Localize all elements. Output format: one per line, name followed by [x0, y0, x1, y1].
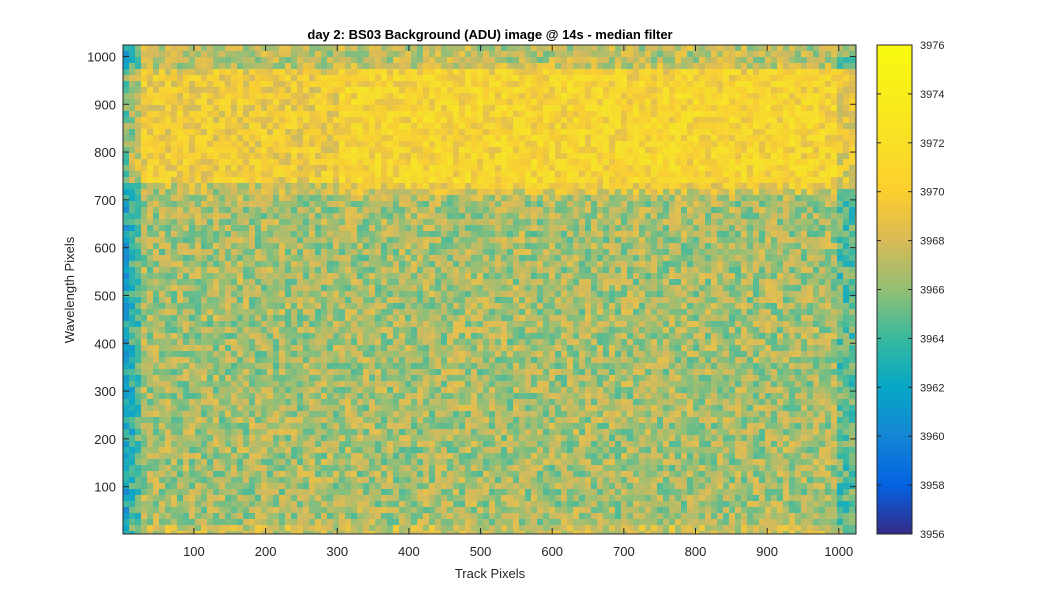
colorbar-tick-label: 3958: [920, 480, 944, 492]
x-tick-label: 900: [756, 544, 778, 559]
x-tick-label: 100: [183, 544, 205, 559]
x-axis: 100 200 300 400 500 600 700 800 900 1000: [183, 45, 853, 559]
x-tick-label: 200: [255, 544, 277, 559]
y-axis-label: Wavelength Pixels: [62, 236, 77, 343]
x-tick-label: 600: [541, 544, 563, 559]
colorbar-tick-label: 3964: [920, 333, 944, 345]
colorbar-tick-label: 3968: [920, 236, 944, 248]
x-axis-label: Track Pixels: [455, 566, 526, 581]
y-tick-label: 900: [94, 97, 116, 112]
y-tick-label: 500: [94, 288, 116, 303]
x-tick-label: 700: [613, 544, 635, 559]
y-tick-label: 600: [94, 241, 116, 256]
x-tick-label: 500: [470, 544, 492, 559]
chart-title: day 2: BS03 Background (ADU) image @ 14s…: [307, 27, 672, 42]
y-tick-label: 400: [94, 336, 116, 351]
colorbar-tick-label: 3966: [920, 285, 944, 297]
colorbar-tick-label: 3962: [920, 382, 944, 394]
heatmap-image: [123, 45, 856, 534]
x-tick-label: 800: [685, 544, 707, 559]
y-axis: 100 200 300 400 500 600 700 800 900 1000: [87, 49, 856, 495]
x-tick-label: 400: [398, 544, 420, 559]
colorbar-ticks: 3956 3958 3960 3962 3964 3966 3968 3970 3972 3974…: [877, 40, 944, 541]
x-tick-label: 1000: [824, 544, 853, 559]
y-tick-label: 1000: [87, 49, 116, 64]
colorbar-tick-label: 3960: [920, 431, 944, 443]
colorbar-tick-label: 3974: [920, 89, 944, 101]
y-tick-label: 200: [94, 432, 116, 447]
y-tick-label: 300: [94, 384, 116, 399]
colorbar: [876, 44, 913, 535]
plot-frame: [122, 44, 857, 535]
y-tick-label: 800: [94, 145, 116, 160]
colorbar-tick-label: 3970: [920, 187, 944, 199]
y-tick-label: 100: [94, 480, 116, 495]
y-tick-label: 700: [94, 193, 116, 208]
colorbar-tick-label: 3976: [920, 40, 944, 52]
colorbar-tick-label: 3972: [920, 138, 944, 150]
x-tick-label: 300: [326, 544, 348, 559]
colorbar-tick-label: 3956: [920, 529, 944, 541]
